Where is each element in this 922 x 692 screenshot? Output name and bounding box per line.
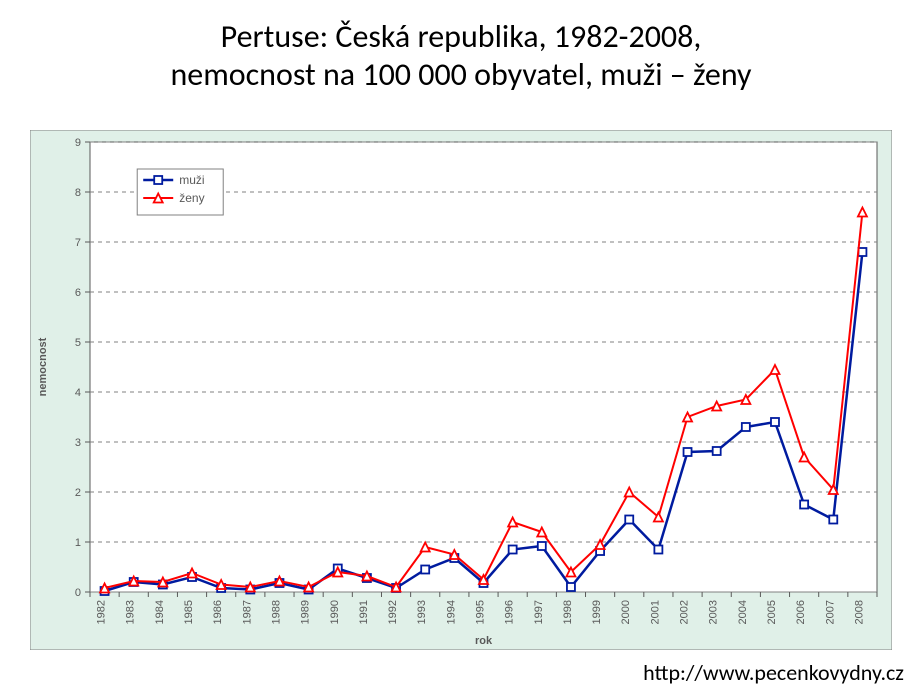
svg-text:1990: 1990 — [329, 600, 341, 624]
svg-text:2000: 2000 — [620, 600, 632, 624]
svg-text:2003: 2003 — [708, 600, 720, 624]
title-line-1: Pertuse: Česká republika, 1982-2008, — [221, 17, 702, 56]
svg-text:1: 1 — [75, 537, 81, 549]
svg-text:1984: 1984 — [154, 600, 166, 624]
svg-text:2007: 2007 — [824, 600, 836, 624]
svg-text:1986: 1986 — [212, 600, 224, 624]
svg-text:7: 7 — [75, 237, 81, 249]
svg-text:1995: 1995 — [475, 600, 487, 624]
source-link[interactable]: http://www.pecenkovydny.cz — [643, 659, 904, 686]
svg-text:2006: 2006 — [795, 600, 807, 624]
svg-text:1988: 1988 — [270, 600, 282, 624]
svg-text:1993: 1993 — [416, 600, 428, 624]
svg-text:1982: 1982 — [96, 600, 108, 624]
svg-text:1983: 1983 — [125, 600, 137, 624]
svg-text:muži: muži — [179, 173, 204, 187]
svg-text:3: 3 — [75, 437, 81, 449]
svg-text:rok: rok — [475, 635, 493, 647]
svg-text:1997: 1997 — [533, 600, 545, 624]
svg-text:9: 9 — [75, 137, 81, 149]
svg-text:5: 5 — [75, 337, 81, 349]
svg-text:1992: 1992 — [387, 600, 399, 624]
svg-text:2005: 2005 — [766, 600, 778, 624]
title-line-2: nemocnost na 100 000 obyvatel, muži – že… — [170, 55, 751, 94]
svg-text:1998: 1998 — [562, 600, 574, 624]
svg-text:nemocnost: nemocnost — [37, 337, 49, 396]
line-chart: 0 1 2 3 4 5 6 7 8 9 1982 1983 1984 1985 1986 1987 1988 19… — [30, 130, 892, 650]
svg-text:8: 8 — [75, 187, 81, 199]
svg-text:1999: 1999 — [591, 600, 603, 624]
svg-text:2008: 2008 — [853, 600, 865, 624]
svg-text:1991: 1991 — [358, 600, 370, 624]
svg-text:6: 6 — [75, 287, 81, 299]
svg-text:4: 4 — [75, 387, 81, 399]
svg-text:2004: 2004 — [737, 600, 749, 624]
chart-container: 0 1 2 3 4 5 6 7 8 9 1982 1983 1984 1985 1986 1987 1988 19… — [30, 130, 892, 650]
svg-text:2: 2 — [75, 487, 81, 499]
svg-text:2001: 2001 — [649, 600, 661, 624]
svg-text:ženy: ženy — [179, 191, 204, 205]
svg-text:1985: 1985 — [183, 600, 195, 624]
svg-text:1989: 1989 — [300, 600, 312, 624]
svg-text:1994: 1994 — [445, 600, 457, 624]
svg-text:1996: 1996 — [504, 600, 516, 624]
svg-text:1987: 1987 — [241, 600, 253, 624]
svg-text:0: 0 — [75, 587, 81, 599]
slide-title: Pertuse: Česká republika, 1982-2008, nem… — [0, 0, 922, 95]
svg-text:2002: 2002 — [679, 600, 691, 624]
